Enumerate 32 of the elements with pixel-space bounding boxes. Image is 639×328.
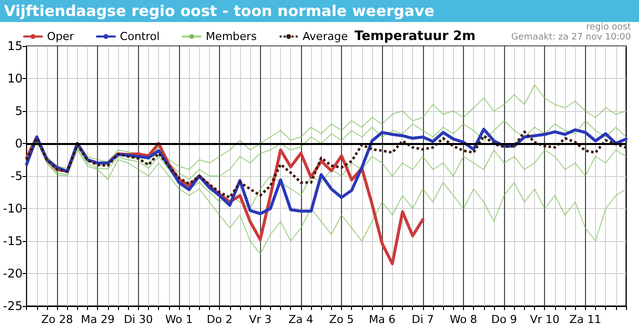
y-tick-label: 0 [14, 136, 23, 150]
x-tick-label: Vr 3 [248, 313, 272, 326]
y-tick-label: 15 [7, 39, 23, 53]
x-tick-label: Za 11 [569, 313, 602, 326]
legend-label: Control [120, 30, 160, 43]
legend-label: Average [302, 30, 348, 43]
text: Gemaakt: za 27 nov 10:00 [511, 32, 632, 42]
y-tick-label: 10 [7, 72, 23, 86]
y-tick-label: -25 [2, 299, 23, 313]
x-tick-label: Do 2 [206, 313, 232, 326]
y-tick-label: -15 [2, 234, 23, 248]
x-tick-label: Zo 28 [41, 313, 73, 326]
y-tick-label: -20 [2, 266, 23, 280]
legend-label: Members [206, 30, 257, 43]
line-series [25, 130, 628, 199]
chart-subtitle: Temperatuur 2m [354, 29, 476, 44]
y-tick-label: -10 [2, 202, 23, 216]
x-tick-label: Di 7 [412, 313, 434, 326]
y-tick-label: 5 [14, 104, 23, 118]
legend-label: Oper [47, 30, 74, 43]
x-tick-label: Vr 10 [530, 313, 560, 326]
x-tick-label: Zo 5 [329, 313, 354, 326]
x-tick-label: Wo 8 [450, 313, 478, 326]
x-tick-label: Ma 29 [80, 313, 115, 326]
y-tick-label: -5 [10, 169, 23, 183]
x-tick-label: Do 9 [491, 313, 517, 326]
x-tick-label: Wo 1 [165, 313, 193, 326]
text: regio oost [586, 22, 632, 32]
x-tick-label: Di 30 [124, 313, 153, 326]
chart-title: Vijftiendaagse regio oost - toon normale weergave [0, 0, 639, 22]
x-tick-label: Ma 6 [368, 313, 396, 326]
x-tick-label: Za 4 [288, 313, 314, 326]
